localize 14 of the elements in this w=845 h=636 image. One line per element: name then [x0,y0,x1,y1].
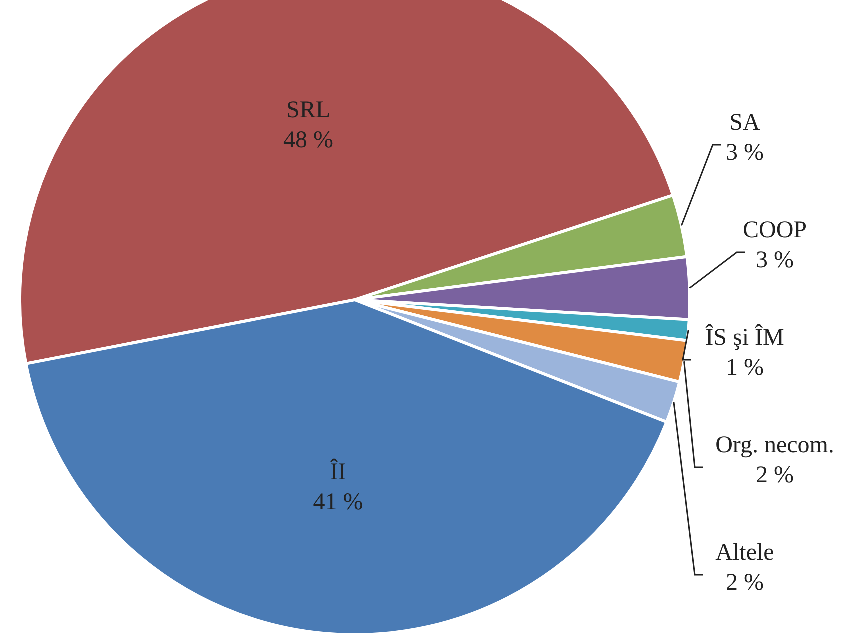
slice-label: COOP [742,218,808,244]
data-label: 48 % [284,128,334,154]
slice-label: ÎS şi ÎM [706,324,784,351]
data-label: 2 % [726,570,764,596]
data-label: 3 % [726,140,764,166]
data-label: 41 % [313,489,364,516]
data-label: 1 % [726,355,764,381]
data-label: 3 % [756,248,794,274]
slice-label: ÎI [330,458,346,486]
slice-label: SA [730,110,762,136]
slice-label: SRL [286,98,331,124]
data-label: 2 % [756,462,794,488]
slice-label: Org. necom. [716,432,834,458]
slice-label: Altele [716,540,774,566]
